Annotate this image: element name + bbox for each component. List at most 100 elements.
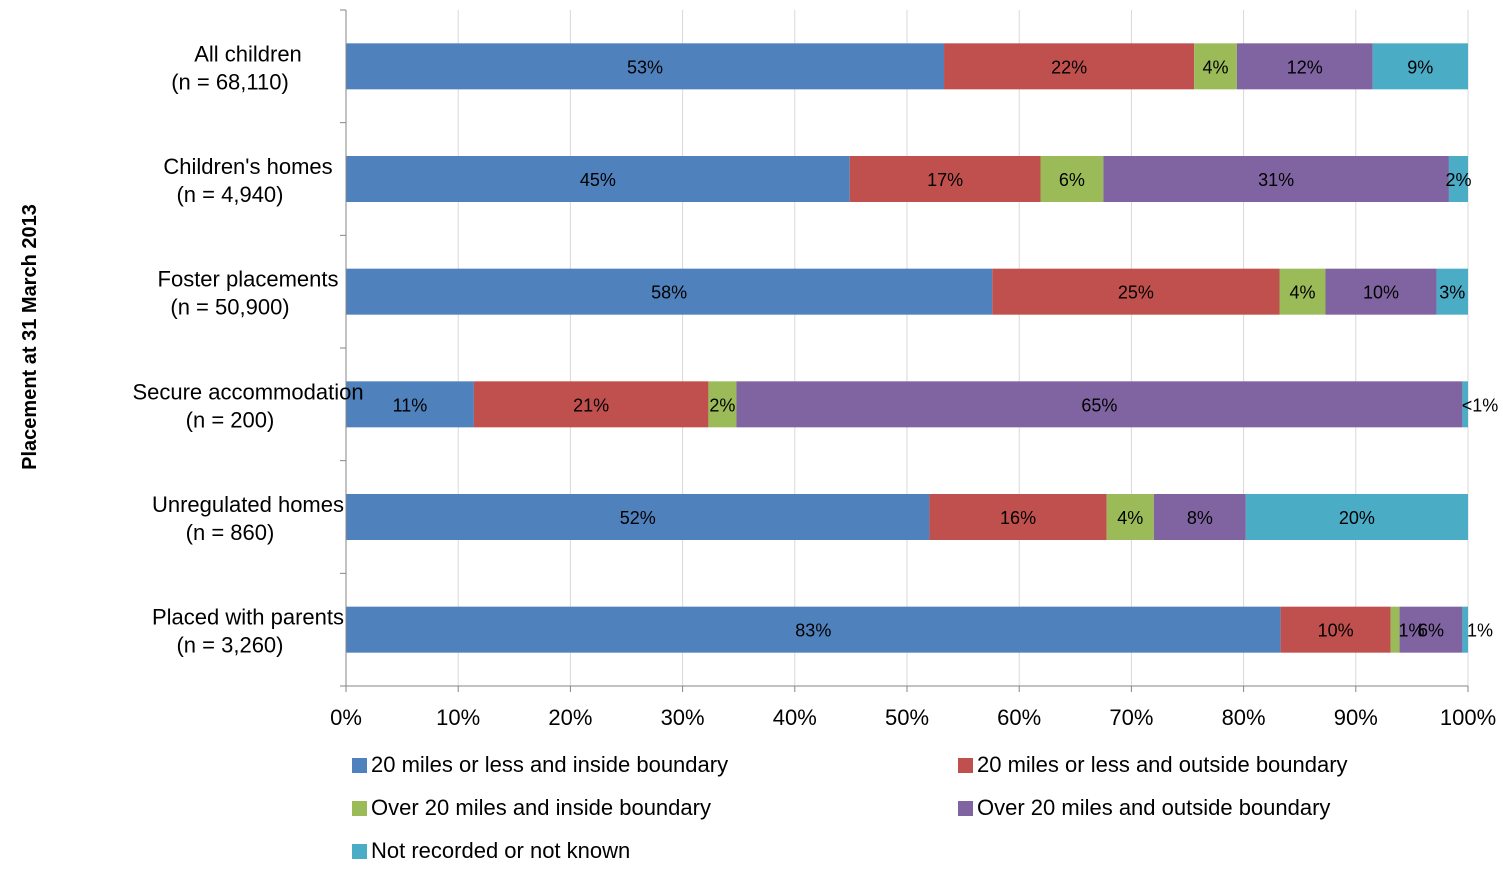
- bar-segment: [849, 156, 1041, 202]
- legend-label: 20 miles or less and inside boundary: [371, 752, 728, 777]
- x-tick-label: 10%: [436, 705, 480, 730]
- bar-segment: [1390, 606, 1400, 653]
- legend-swatch: [352, 758, 367, 773]
- bar-segment: [1279, 268, 1326, 315]
- data-label: 2%: [709, 395, 735, 415]
- data-label: 9%: [1407, 57, 1433, 77]
- data-label: 16%: [1000, 508, 1036, 528]
- labels: 0% 10% 20% 30% 40% 50% 60% 70% 80% 90% 100% 53% 22% 4…: [132, 41, 1498, 730]
- bar-segment: [346, 494, 930, 540]
- data-label: 2%: [1445, 170, 1471, 190]
- data-label: 45%: [580, 170, 616, 190]
- bar-segment: [992, 268, 1280, 315]
- bar-segment: [1462, 606, 1468, 653]
- legend-swatch: [352, 801, 367, 816]
- bar-segment: [1462, 381, 1468, 428]
- bar-segment: [1194, 43, 1237, 90]
- legend-label: Over 20 miles and outside boundary: [977, 795, 1330, 820]
- bar-segment: [1372, 43, 1468, 90]
- x-tick-label: 30%: [661, 705, 705, 730]
- category-label: All children: [194, 41, 302, 66]
- bar-segment: [1153, 494, 1246, 540]
- x-tick-label: 0%: [330, 705, 362, 730]
- category-n-label: (n = 50,900): [170, 295, 289, 320]
- data-label: 3%: [1439, 283, 1465, 303]
- data-label: 52%: [620, 508, 656, 528]
- legend-label: Not recorded or not known: [371, 838, 630, 863]
- data-label: 10%: [1318, 621, 1354, 641]
- data-label: 12%: [1287, 57, 1323, 77]
- category-label: Placed with parents: [152, 605, 344, 630]
- legend-label: Over 20 miles and inside boundary: [371, 795, 711, 820]
- gridlines: [457, 10, 1469, 686]
- bar-segment: [1245, 494, 1468, 540]
- category-n-label: (n = 860): [186, 520, 275, 545]
- category-label: Unregulated homes: [152, 492, 344, 517]
- x-tick-label: 100%: [1440, 705, 1496, 730]
- bar-segment: [929, 494, 1107, 540]
- bar-segment: [346, 156, 850, 202]
- legend-swatch: [958, 758, 973, 773]
- category-label: Secure accommodation: [132, 379, 363, 404]
- category-n-label: (n = 68,110): [171, 69, 289, 94]
- bar-segment: [1448, 156, 1468, 202]
- axes: [340, 9, 1469, 692]
- data-label: 4%: [1203, 57, 1229, 77]
- bar-segment: [944, 43, 1195, 90]
- bar-segment: [1436, 268, 1468, 315]
- category-label: Foster placements: [158, 267, 339, 292]
- data-label: 4%: [1117, 508, 1143, 528]
- data-label: 65%: [1081, 395, 1117, 415]
- bar-segment: [1103, 156, 1449, 202]
- x-tick-label: 40%: [773, 705, 817, 730]
- data-label: 83%: [795, 621, 831, 641]
- bar-segment: [1325, 268, 1437, 315]
- bar-segment: [1040, 156, 1104, 202]
- legend-swatch: [958, 801, 973, 816]
- x-tick-label: 90%: [1334, 705, 1378, 730]
- data-label: 17%: [927, 170, 963, 190]
- x-tick-label: 20%: [548, 705, 592, 730]
- bar-segment: [346, 43, 945, 90]
- bar-segment: [708, 381, 737, 428]
- data-label: 1%: [1399, 621, 1425, 641]
- legend-swatch: [352, 844, 367, 859]
- data-label: 25%: [1118, 283, 1154, 303]
- data-label: 6%: [1418, 621, 1444, 641]
- bar-segment: [1236, 43, 1373, 90]
- bar-segment: [346, 606, 1281, 653]
- data-label: <1%: [1462, 395, 1499, 415]
- y-axis-title: Placement at 31 March 2013: [19, 204, 41, 470]
- bar-segment: [1280, 606, 1391, 653]
- data-label: 22%: [1051, 57, 1087, 77]
- x-tick-label: 60%: [997, 705, 1041, 730]
- bar-segment: [1399, 606, 1463, 653]
- bar-segment: [346, 381, 474, 428]
- legend: 20 miles or less and inside boundary 20 m…: [352, 752, 1348, 863]
- data-label: 58%: [651, 283, 687, 303]
- category-n-label: (n = 4,940): [176, 182, 283, 207]
- data-label: 11%: [393, 395, 428, 415]
- bar-segment: [736, 381, 1463, 428]
- data-label: 10%: [1363, 283, 1399, 303]
- data-label: 6%: [1059, 170, 1085, 190]
- data-label: 53%: [627, 57, 663, 77]
- legend-label: 20 miles or less and outside boundary: [977, 752, 1348, 777]
- data-label: 8%: [1187, 508, 1213, 528]
- data-label: 20%: [1339, 508, 1375, 528]
- data-label: 4%: [1289, 283, 1315, 303]
- bars: [346, 43, 1468, 653]
- bar-segment: [473, 381, 709, 428]
- data-label: 1%: [1467, 621, 1493, 641]
- data-label: 31%: [1258, 170, 1294, 190]
- x-tick-label: 70%: [1109, 705, 1153, 730]
- data-label: 21%: [573, 395, 609, 415]
- x-tick-label: 80%: [1222, 705, 1266, 730]
- category-n-label: (n = 200): [186, 407, 275, 432]
- category-label: Children's homes: [163, 154, 332, 179]
- x-tick-label: 50%: [885, 705, 929, 730]
- category-n-label: (n = 3,260): [176, 633, 283, 658]
- bar-segment: [346, 268, 993, 315]
- bar-segment: [1106, 494, 1154, 540]
